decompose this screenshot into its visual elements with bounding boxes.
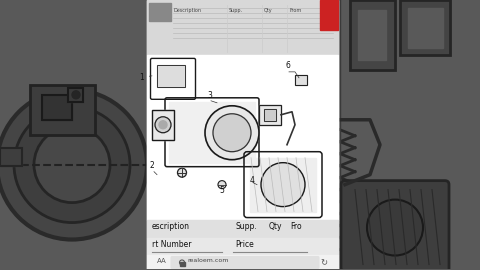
Circle shape: [205, 106, 259, 160]
Bar: [152, 110, 174, 140]
Bar: [408, 8, 443, 48]
Bar: [147, 0, 338, 269]
Bar: [250, 158, 316, 212]
Circle shape: [218, 181, 226, 189]
Circle shape: [155, 117, 171, 133]
Bar: [147, 55, 338, 220]
Bar: [350, 0, 395, 70]
Bar: [42, 95, 72, 120]
Text: From: From: [289, 8, 301, 13]
Circle shape: [34, 127, 110, 202]
Bar: [0, 148, 22, 166]
Circle shape: [367, 200, 423, 255]
Text: ↻: ↻: [320, 258, 327, 268]
Bar: [264, 109, 276, 121]
Circle shape: [261, 163, 305, 207]
Bar: [157, 65, 185, 87]
Bar: [157, 65, 185, 87]
Bar: [264, 109, 276, 121]
Bar: [350, 0, 395, 70]
Bar: [180, 262, 184, 266]
Text: Description: Description: [173, 8, 201, 13]
Bar: [147, 220, 338, 238]
Bar: [147, 238, 338, 255]
Text: 4: 4: [250, 176, 255, 185]
Text: realoem.com: realoem.com: [187, 258, 228, 264]
Text: AA: AA: [157, 258, 167, 265]
Bar: [147, 255, 338, 269]
Text: Supp.: Supp.: [235, 222, 257, 231]
Bar: [358, 10, 386, 60]
Text: 3: 3: [207, 91, 212, 100]
Text: Qty: Qty: [269, 222, 283, 231]
Circle shape: [0, 90, 147, 239]
Bar: [0, 148, 22, 166]
Text: Fro: Fro: [290, 222, 301, 231]
Bar: [42, 95, 72, 120]
Bar: [149, 3, 171, 21]
Bar: [400, 0, 450, 55]
Bar: [68, 88, 83, 102]
Circle shape: [14, 107, 130, 222]
Text: rt Number: rt Number: [152, 239, 192, 248]
Bar: [259, 105, 281, 125]
Bar: [169, 102, 255, 163]
Text: 6: 6: [286, 61, 291, 70]
Text: Price: Price: [235, 239, 254, 248]
Circle shape: [159, 121, 167, 129]
Bar: [295, 75, 307, 85]
Bar: [30, 85, 95, 135]
Text: 1: 1: [139, 73, 152, 82]
Bar: [152, 110, 174, 140]
Circle shape: [72, 91, 80, 99]
Text: escription: escription: [152, 222, 190, 231]
Text: Supp.: Supp.: [229, 8, 243, 13]
Text: Qty: Qty: [264, 8, 273, 13]
Text: 5: 5: [219, 185, 224, 195]
Bar: [68, 88, 83, 102]
FancyBboxPatch shape: [341, 181, 449, 270]
Bar: [320, 0, 338, 30]
Circle shape: [178, 168, 187, 177]
Circle shape: [213, 114, 251, 152]
FancyBboxPatch shape: [170, 256, 320, 269]
Bar: [30, 85, 95, 135]
Bar: [295, 75, 307, 85]
Text: 2: 2: [150, 161, 155, 170]
Bar: [400, 0, 450, 55]
Bar: [259, 105, 281, 125]
Bar: [147, 0, 338, 55]
